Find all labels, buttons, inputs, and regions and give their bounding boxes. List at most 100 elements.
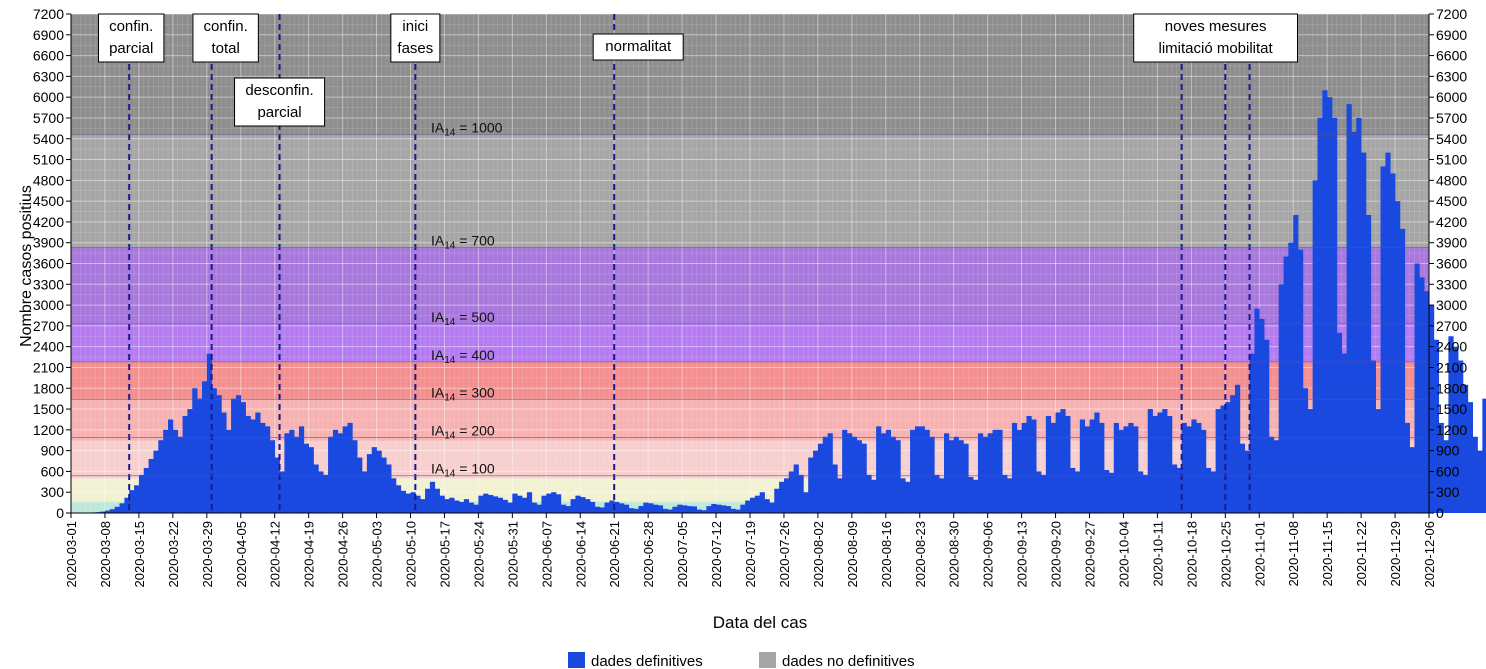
- y-tick-label-right: 0: [1436, 505, 1444, 521]
- legend: dades definitives dades no definitives: [568, 652, 915, 669]
- bar-definitive: [628, 508, 634, 513]
- bar-definitive: [890, 436, 896, 513]
- bar-definitive: [1356, 117, 1362, 513]
- x-tick-label: 2020-07-05: [675, 521, 690, 588]
- bar-definitive: [1084, 426, 1090, 513]
- bar-definitive: [1268, 436, 1275, 513]
- bar-definitive: [682, 505, 688, 513]
- bar-definitive: [939, 478, 945, 513]
- bar-definitive: [1041, 474, 1047, 513]
- bar-definitive: [449, 497, 455, 513]
- bar-definitive: [948, 440, 955, 513]
- bar-definitive: [187, 409, 193, 513]
- y-tick-label-right: 600: [1436, 463, 1460, 479]
- x-tick-label: 2020-06-14: [573, 521, 588, 588]
- bar-definitive: [1225, 402, 1231, 513]
- bar-definitive: [711, 503, 717, 513]
- bar-definitive: [560, 504, 567, 513]
- bar-definitive: [332, 429, 339, 513]
- bar-definitive: [100, 511, 106, 513]
- y-tick-label-left: 4500: [33, 193, 64, 209]
- bar-definitive: [216, 395, 222, 513]
- bar-definitive: [1283, 256, 1289, 513]
- y-tick-label-left: 300: [41, 484, 65, 500]
- bar-definitive: [1230, 395, 1236, 513]
- bar-definitive: [589, 501, 596, 513]
- bar-definitive: [1176, 467, 1182, 513]
- bar-definitive: [342, 426, 348, 513]
- threshold-label-200: IA14 = 200: [431, 422, 495, 441]
- bar-definitive: [1472, 436, 1478, 513]
- bar-definitive: [1419, 277, 1425, 513]
- bar-definitive: [750, 497, 756, 513]
- bar-definitive: [696, 509, 702, 513]
- x-tick-label: 2020-08-23: [913, 521, 928, 588]
- y-tick-label-left: 6600: [33, 48, 64, 64]
- bar-definitive: [1399, 228, 1406, 513]
- bar-definitive: [308, 447, 314, 513]
- bar-definitive: [851, 436, 858, 513]
- bar-definitive: [653, 504, 659, 513]
- bar-definitive: [1157, 412, 1163, 513]
- y-tick-label-right: 4200: [1436, 214, 1467, 230]
- bar-definitive: [357, 457, 363, 513]
- bar-definitive: [1380, 166, 1386, 513]
- bar-definitive: [788, 471, 794, 513]
- bar-definitive: [279, 471, 285, 513]
- bar-definitive: [1264, 339, 1270, 513]
- threshold-labels: IA14 = 100 IA14 = 200 IA14 = 300 IA14 = 400…: [71, 120, 1429, 480]
- event-annotation-3-text: fases: [397, 40, 433, 57]
- event-annotation-2-text: desconfin.: [245, 82, 313, 99]
- bar-definitive: [347, 422, 353, 513]
- bar-definitive: [1079, 419, 1085, 513]
- bar-definitive: [1254, 308, 1260, 513]
- x-tick-label: 2020-10-25: [1218, 521, 1233, 588]
- y-tick-label-right: 5100: [1436, 152, 1467, 168]
- x-tick-label: 2020-11-15: [1320, 521, 1335, 587]
- y-tick-label-right: 1800: [1436, 380, 1467, 396]
- bar-definitive: [323, 474, 329, 513]
- bar-definitive: [1482, 398, 1486, 513]
- x-tick-label: 2020-08-30: [947, 521, 962, 588]
- bar-definitive: [395, 485, 402, 513]
- bar-definitive: [769, 502, 775, 513]
- x-tick-label: 2020-11-22: [1354, 521, 1369, 587]
- bar-definitive: [1453, 346, 1459, 513]
- bar-definitive: [556, 494, 562, 513]
- bar-definitive: [1191, 419, 1197, 513]
- x-tick-label: 2020-03-01: [64, 521, 79, 588]
- bar-definitive: [1235, 384, 1241, 513]
- y-tick-label-right: 1200: [1436, 422, 1467, 438]
- event-annotation-1-text: total: [211, 40, 239, 57]
- bar-definitive: [730, 508, 736, 513]
- x-tick-label: 2020-08-02: [811, 521, 826, 588]
- bar-definitive: [1138, 471, 1144, 513]
- bar-definitive: [206, 353, 212, 513]
- threshold-label-300: IA14 = 300: [431, 384, 495, 403]
- y-tick-label-left: 7200: [33, 6, 64, 22]
- bar-definitive: [1462, 384, 1469, 513]
- y-tick-label-right: 2100: [1436, 359, 1467, 375]
- y-tick-label-left: 4200: [33, 214, 64, 230]
- bar-definitive: [895, 440, 901, 513]
- bar-definitive: [900, 478, 906, 513]
- bar-definitive: [124, 497, 130, 513]
- bar-definitive: [725, 506, 731, 513]
- bar-definitive: [1142, 474, 1149, 513]
- y-tick-label-right: 5700: [1436, 110, 1467, 126]
- bar-definitive: [657, 505, 664, 513]
- bar-definitive: [1133, 426, 1139, 513]
- y-tick-label-left: 4800: [33, 172, 64, 188]
- bar-definitive: [1118, 429, 1124, 513]
- bar-definitive: [1196, 422, 1202, 513]
- bar-definitive: [260, 422, 266, 513]
- bar-definitive: [143, 467, 149, 513]
- bar-definitive: [1385, 152, 1391, 513]
- x-tick-label: 2020-09-20: [1049, 521, 1064, 588]
- bar-definitive: [1104, 470, 1110, 513]
- bar-definitive: [459, 501, 465, 513]
- x-tick-label: 2020-11-08: [1286, 521, 1301, 587]
- bar-definitive: [963, 443, 969, 513]
- bar-definitive: [779, 481, 785, 513]
- x-tick-label: 2020-04-26: [336, 521, 351, 588]
